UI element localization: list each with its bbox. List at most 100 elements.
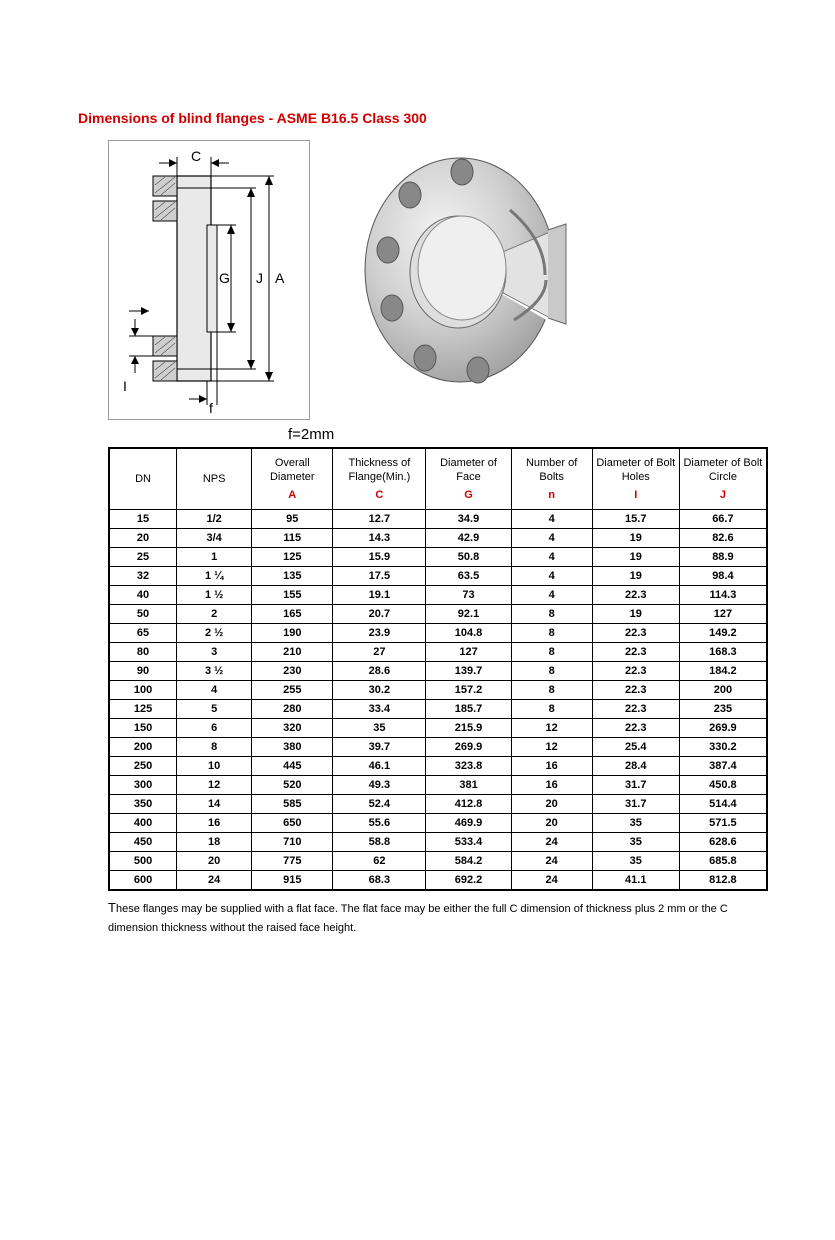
table-cell: 104.8 [426, 624, 511, 643]
table-cell: 165 [252, 605, 333, 624]
svg-text:f: f [209, 400, 213, 416]
table-row: 50216520.792.1819127 [109, 605, 767, 624]
table-cell: 20 [177, 852, 252, 871]
table-row: 25112515.950.841988.9 [109, 548, 767, 567]
table-cell: 62 [333, 852, 426, 871]
table-cell: 17.5 [333, 567, 426, 586]
table-cell: 55.6 [333, 814, 426, 833]
table-cell: 3 ½ [177, 662, 252, 681]
table-cell: 90 [109, 662, 177, 681]
table-cell: 650 [252, 814, 333, 833]
table-cell: 250 [109, 757, 177, 776]
table-cell: 73 [426, 586, 511, 605]
table-cell: 22.3 [592, 719, 679, 738]
table-cell: 387.4 [679, 757, 767, 776]
table-cell: 2 ½ [177, 624, 252, 643]
table-cell: 4 [511, 529, 592, 548]
table-cell: 39.7 [333, 738, 426, 757]
table-cell: 775 [252, 852, 333, 871]
table-cell: 15 [109, 510, 177, 529]
table-row: 4001665055.6469.92035571.5 [109, 814, 767, 833]
table-cell: 22.3 [592, 681, 679, 700]
table-cell: 15.7 [592, 510, 679, 529]
table-cell: 4 [511, 548, 592, 567]
table-cell: 8 [511, 681, 592, 700]
table-cell: 98.4 [679, 567, 767, 586]
table-cell: 628.6 [679, 833, 767, 852]
table-cell: 320 [252, 719, 333, 738]
flange-3d-illustration [350, 140, 585, 400]
table-cell: 692.2 [426, 871, 511, 891]
column-header: NPS [177, 448, 252, 510]
table-cell: 33.4 [333, 700, 426, 719]
table-cell: 8 [511, 643, 592, 662]
table-cell: 584.2 [426, 852, 511, 871]
table-cell: 12 [511, 738, 592, 757]
table-cell: 68.3 [333, 871, 426, 891]
table-cell: 14.3 [333, 529, 426, 548]
table-cell: 157.2 [426, 681, 511, 700]
table-cell: 16 [511, 776, 592, 795]
table-cell: 500 [109, 852, 177, 871]
table-row: 2501044546.1323.81628.4387.4 [109, 757, 767, 776]
svg-text:I: I [123, 378, 127, 394]
table-cell: 125 [252, 548, 333, 567]
table-cell: 30.2 [333, 681, 426, 700]
table-cell: 24 [511, 871, 592, 891]
svg-text:J: J [256, 270, 263, 286]
table-cell: 24 [511, 852, 592, 871]
table-cell: 600 [109, 871, 177, 891]
table-cell: 915 [252, 871, 333, 891]
table-cell: 42.9 [426, 529, 511, 548]
table-cell: 135 [252, 567, 333, 586]
footnote: These flanges may be supplied with a fla… [108, 897, 758, 938]
table-row: 3001252049.33811631.7450.8 [109, 776, 767, 795]
table-cell: 230 [252, 662, 333, 681]
f-note: f=2mm [288, 426, 775, 443]
cross-section-diagram: C A J G [108, 140, 310, 420]
table-cell: 35 [333, 719, 426, 738]
table-cell: 92.1 [426, 605, 511, 624]
table-cell: 1 [177, 548, 252, 567]
table-cell: 585 [252, 795, 333, 814]
table-cell: 450.8 [679, 776, 767, 795]
table-cell: 139.7 [426, 662, 511, 681]
table-row: 5002077562584.22435685.8 [109, 852, 767, 871]
table-cell: 12.7 [333, 510, 426, 529]
table-cell: 514.4 [679, 795, 767, 814]
table-header-row: DNNPSOverall DiameterAThickness of Flang… [109, 448, 767, 510]
table-cell: 27 [333, 643, 426, 662]
table-cell: 400 [109, 814, 177, 833]
diagram-row: C A J G [108, 140, 775, 420]
column-header: Diameter of FaceG [426, 448, 511, 510]
table-cell: 82.6 [679, 529, 767, 548]
table-cell: 16 [177, 814, 252, 833]
table-cell: 18 [177, 833, 252, 852]
table-cell: 20 [109, 529, 177, 548]
table-row: 903 ½23028.6139.7822.3184.2 [109, 662, 767, 681]
table-cell: 23.9 [333, 624, 426, 643]
table-cell: 40 [109, 586, 177, 605]
table-cell: 155 [252, 586, 333, 605]
table-row: 151/29512.734.9415.766.7 [109, 510, 767, 529]
column-header: Diameter of Bolt HolesI [592, 448, 679, 510]
table-cell: 35 [592, 833, 679, 852]
table-cell: 12 [511, 719, 592, 738]
table-cell: 812.8 [679, 871, 767, 891]
table-cell: 215.9 [426, 719, 511, 738]
table-row: 3501458552.4412.82031.7514.4 [109, 795, 767, 814]
table-cell: 66.7 [679, 510, 767, 529]
table-cell: 19 [592, 529, 679, 548]
table-cell: 168.3 [679, 643, 767, 662]
table-row: 200838039.7269.91225.4330.2 [109, 738, 767, 757]
table-cell: 114.3 [679, 586, 767, 605]
table-cell: 95 [252, 510, 333, 529]
table-cell: 3/4 [177, 529, 252, 548]
table-cell: 19.1 [333, 586, 426, 605]
table-cell: 24 [177, 871, 252, 891]
table-cell: 31.7 [592, 795, 679, 814]
table-cell: 20.7 [333, 605, 426, 624]
table-cell: 3 [177, 643, 252, 662]
table-cell: 269.9 [679, 719, 767, 738]
column-header: DN [109, 448, 177, 510]
